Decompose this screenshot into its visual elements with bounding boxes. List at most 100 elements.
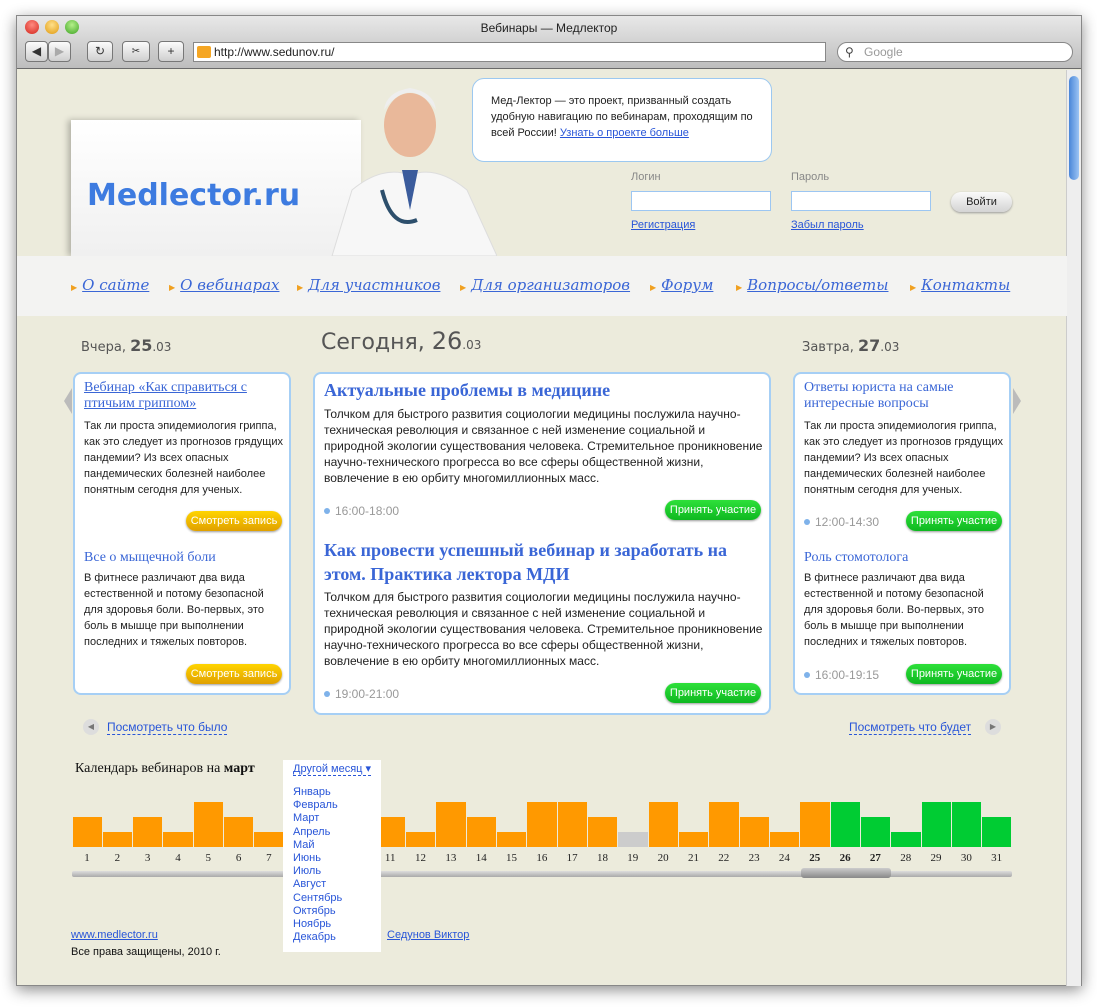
calendar-day-label[interactable]: 29 [930,852,942,864]
calendar-scroll-handle[interactable] [801,868,891,878]
join-button[interactable]: Принять участие [906,664,1002,684]
month-option[interactable]: Сентябрь [293,891,343,904]
search-field[interactable]: ⚲ Google [837,42,1073,62]
calendar-day-bar[interactable] [163,832,193,847]
calendar-day-label[interactable]: 17 [566,852,578,864]
calendar-day-bar[interactable] [527,802,557,847]
month-option[interactable]: Май [293,838,315,851]
calendar-day-label[interactable]: 16 [536,852,548,864]
past-webinars-link[interactable]: Посмотреть что было [107,720,228,735]
calendar-day-bar[interactable] [557,802,587,847]
zoom-window-button[interactable] [65,20,79,34]
month-option[interactable]: Август [293,878,327,891]
add-bookmark-button[interactable]: + [158,41,184,62]
nav-organizers[interactable]: ▶ Для организаторов [460,276,630,294]
calendar-day-label[interactable]: 12 [415,852,427,864]
webinar-title-link[interactable]: Вебинар «Как справиться с птичьим гриппо… [84,380,247,411]
scroll-thumb[interactable] [1069,76,1079,180]
password-input[interactable] [791,191,931,211]
calendar-day-label[interactable]: 1 [84,852,90,864]
watch-recording-button[interactable]: Смотреть запись [186,511,282,531]
calendar-day-label[interactable]: 13 [445,852,457,864]
calendar-day-label[interactable]: 2 [114,852,121,864]
about-project-link[interactable]: Узнать о проекте больше [559,127,689,139]
calendar-day-label[interactable]: 27 [869,852,881,864]
address-bar[interactable]: http://www.sedunov.ru/ [193,42,826,62]
calendar-day-bar[interactable] [951,802,982,847]
nav-about-webinars[interactable]: ▶ О вебинарах [169,276,279,294]
calendar-day-label[interactable]: 14 [475,852,487,864]
calendar-day-label[interactable]: 21 [687,852,699,864]
calendar-scroll-track[interactable] [72,871,1012,877]
close-window-button[interactable] [25,20,39,34]
chevron-right-icon[interactable]: ▶ [985,719,1001,735]
back-button[interactable]: ◀ [25,41,48,62]
nav-forum[interactable]: ▶ Форум [650,276,713,294]
calendar-day-bar[interactable] [739,817,769,847]
calendar-day-bar[interactable] [830,802,860,847]
calendar-day-bar[interactable] [254,832,284,847]
other-month-toggle[interactable]: Другой месяц ▾ [293,763,372,776]
calendar-day-bar[interactable] [193,802,224,847]
month-option[interactable]: Март [293,812,320,825]
chevron-left-icon[interactable]: ◀ [83,719,99,735]
calendar-day-bar[interactable] [618,832,648,847]
month-option[interactable]: Январь [293,786,331,798]
reload-button[interactable]: ↻ [87,41,113,62]
calendar-day-label[interactable]: 7 [266,852,272,864]
calendar-day-label[interactable]: 5 [205,852,212,864]
login-input[interactable] [631,191,771,211]
snip-button[interactable]: ✂ [122,41,150,62]
calendar-day-bar[interactable] [709,802,739,847]
nav-contacts[interactable]: ▶ Контакты [910,276,1010,294]
vertical-scrollbar[interactable] [1066,70,1081,986]
calendar-day-label[interactable]: 15 [506,852,518,864]
calendar-day-bar[interactable] [982,817,1012,847]
calendar-day-label[interactable]: 19 [627,852,639,864]
join-button[interactable]: Принять участие [665,500,761,520]
prev-arrow-icon[interactable] [64,388,72,414]
calendar-day-bar[interactable] [224,817,254,847]
calendar-day-label[interactable]: 18 [596,852,608,864]
month-option[interactable]: Декабрь [293,931,336,944]
nav-faq[interactable]: ▶ Вопросы/ответы [736,276,888,294]
calendar-day-bar[interactable] [678,832,709,847]
calendar-day-label[interactable]: 6 [235,852,242,864]
register-link[interactable]: Регистрация [631,219,696,231]
webinar-title-link[interactable]: Как провести успешный вебинар и заработа… [324,540,727,584]
calendar-day-label[interactable]: 3 [144,852,151,864]
login-button[interactable]: Войти [951,192,1012,212]
calendar-day-bar[interactable] [921,802,951,847]
month-option[interactable]: Ноябрь [293,918,332,931]
month-option[interactable]: Июнь [293,852,321,865]
webinar-title-link[interactable]: Ответы юриста на самые интересные вопрос… [804,380,954,411]
month-option[interactable]: Июль [293,865,322,878]
author-link[interactable]: Седунов Виктор [387,929,470,941]
forgot-password-link[interactable]: Забыл пароль [791,219,864,231]
calendar-day-label[interactable]: 24 [778,852,790,864]
join-button[interactable]: Принять участие [665,683,761,703]
minimize-window-button[interactable] [45,20,59,34]
next-arrow-icon[interactable] [1013,388,1021,414]
calendar-day-bar[interactable] [466,817,496,847]
calendar-day-label[interactable]: 26 [839,852,851,864]
calendar-day-bar[interactable] [497,832,527,847]
calendar-day-label[interactable]: 23 [748,852,760,864]
month-option[interactable]: Февраль [293,799,338,812]
calendar-day-bar[interactable] [891,832,921,847]
calendar-day-bar[interactable] [102,832,133,847]
calendar-day-bar[interactable] [800,802,830,847]
webinar-title-link[interactable]: Роль стомотолога [804,550,909,565]
calendar-day-label[interactable]: 11 [384,852,396,864]
webinar-title-link[interactable]: Все о мыщечной боли [84,550,216,565]
forward-button[interactable]: ▶ [48,41,71,62]
calendar-day-bar[interactable] [72,817,102,847]
calendar-day-label[interactable]: 4 [175,852,181,864]
month-option[interactable]: Октябрь [293,904,336,917]
calendar-day-bar[interactable] [648,802,678,847]
join-button[interactable]: Принять участие [906,511,1002,531]
nav-about-site[interactable]: ▶ О сайте [71,276,149,294]
calendar-day-label[interactable]: 25 [809,852,821,864]
nav-participants[interactable]: ▶ Для участников [297,276,440,294]
calendar-day-label[interactable]: 20 [657,852,669,864]
